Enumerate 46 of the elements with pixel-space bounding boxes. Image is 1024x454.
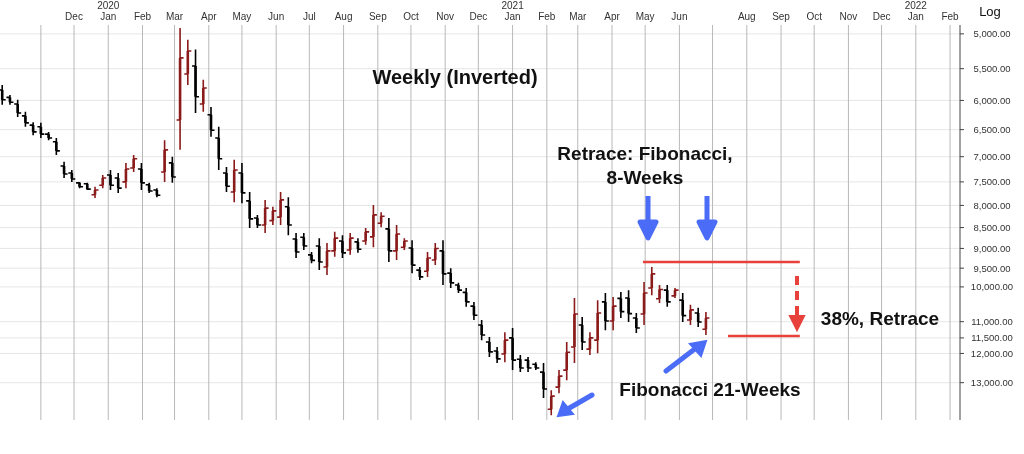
x-tick-label: Sep (368, 11, 388, 22)
x-tick-label: Jun (268, 11, 285, 22)
x-tick-label: Nov (839, 11, 858, 22)
y-tick-label: 5,500.00 (973, 63, 1011, 75)
y-tick-label: 6,500.00 (973, 124, 1011, 136)
annotation: 38%, Retrace (820, 308, 940, 329)
y-tick-label: 13,000.00 (970, 377, 1014, 389)
y-tick-label: 10,000.00 (970, 281, 1014, 293)
x-tick-label: Feb (133, 11, 152, 22)
x-tick-label: Aug (737, 11, 756, 22)
y-tick-label: 9,000.00 (973, 242, 1011, 254)
x-tick-label: Dec (469, 11, 488, 22)
x-tick-label: Jul (302, 11, 316, 22)
x-tick-label: Dec (65, 11, 83, 22)
x-tick-label: Sep (772, 11, 791, 22)
x-tick-label: Apr (604, 11, 621, 22)
x-tick-label: Mar (569, 11, 588, 22)
y-tick-label: 7,000.00 (973, 151, 1011, 163)
x-tick-label: Oct (403, 11, 419, 22)
x-tick-label: Oct (806, 11, 823, 22)
y-tick-label: 8,500.00 (973, 222, 1011, 234)
y-tick-label: 6,000.00 (973, 94, 1011, 106)
x-tick-label: Feb (538, 11, 556, 22)
annotation: Retrace: Fibonacci, 8-Weeks (557, 143, 733, 188)
x-tick-label: 2022 Jan (904, 0, 928, 22)
x-tick-label: May (232, 11, 252, 22)
x-tick-label: Aug (334, 11, 353, 22)
y-tick-label: 12,000.00 (970, 347, 1014, 359)
y-tick-label: 5,000.00 (973, 28, 1011, 40)
y-tick-label: 9,500.00 (973, 262, 1011, 274)
x-tick-label: 2021 Jan (501, 0, 525, 22)
x-tick-label: Feb (941, 11, 960, 22)
y-tick-label: 8,000.00 (973, 199, 1011, 211)
annotation: Fibonacci 21-Weeks (619, 379, 801, 400)
x-tick-label: Nov (436, 11, 455, 22)
text: Log (979, 4, 1001, 19)
y-tick-label: 11,000.00 (971, 316, 1013, 328)
x-tick-label: Apr (201, 11, 218, 22)
x-tick-label: 2020 Jan (97, 0, 120, 22)
text: Weekly (Inverted) (372, 66, 538, 88)
y-tick-label: 7,500.00 (973, 176, 1011, 188)
x-tick-label: Jun (671, 11, 688, 22)
x-tick-label: Dec (872, 11, 891, 22)
y-tick-label: 11,500.00 (971, 332, 1013, 344)
x-tick-label: May (635, 11, 655, 22)
x-tick-label: Mar (165, 11, 184, 22)
